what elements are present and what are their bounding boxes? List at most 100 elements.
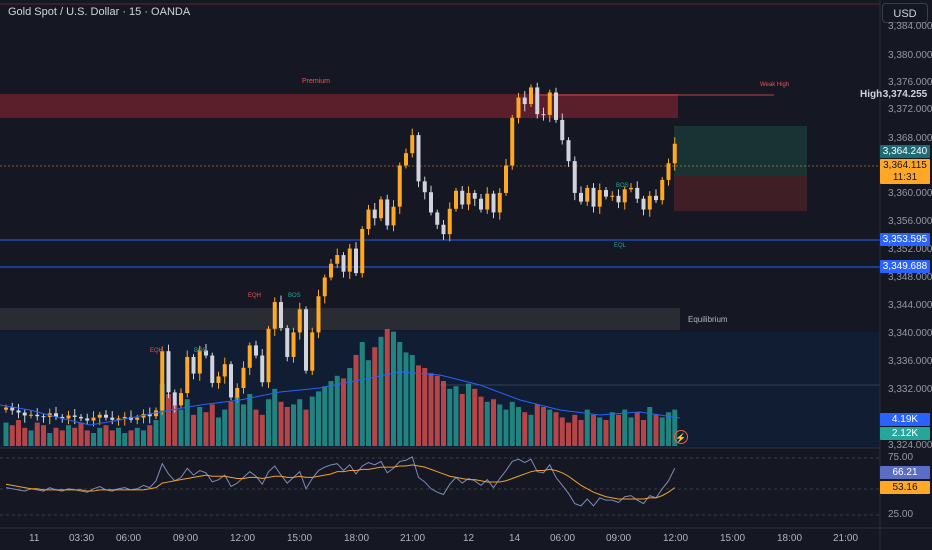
volume-bar (441, 381, 446, 446)
candle-body (297, 309, 302, 333)
candle-body (247, 345, 252, 368)
volume-bar (228, 401, 234, 446)
volume-bar (553, 412, 559, 446)
candle-body (322, 277, 327, 297)
candle-body (647, 195, 652, 210)
candle-body (504, 165, 508, 193)
volume-bar (247, 394, 253, 446)
volume-bar (372, 347, 378, 446)
volume-bar (584, 409, 590, 446)
time-label: 06:00 (550, 533, 576, 544)
candle-body (229, 364, 233, 398)
volume-bar (53, 427, 59, 446)
candle-body (460, 190, 465, 205)
rsi-tick-top: 75.00 (888, 452, 914, 463)
volume-bar (309, 396, 315, 446)
high-label: High (860, 89, 883, 100)
candle-body (422, 181, 427, 193)
volume-bar (41, 425, 46, 446)
target-price-tag: 3,364.240 (880, 145, 930, 158)
volume-bar (259, 414, 265, 446)
candle-body (622, 189, 627, 203)
candle-body (54, 413, 58, 417)
price-tick: 3,376.000 (888, 77, 932, 88)
volume-bar (103, 425, 109, 446)
time-label: 06:00 (116, 533, 142, 544)
candle-body (197, 350, 202, 374)
volume-bar (297, 399, 303, 446)
alert-bolt-icon[interactable]: ⚡ (674, 430, 688, 444)
bos-label-3: BOS (616, 183, 629, 189)
rsi-value-tag: 66.21 (880, 466, 930, 479)
volume-bar (191, 414, 196, 446)
weak-high-label: Weak High (760, 82, 790, 88)
candle-body (104, 414, 108, 418)
candle-body (441, 224, 446, 235)
time-label: 18:00 (344, 533, 370, 544)
volume-bar (647, 407, 653, 446)
rsi-ma-line (5, 464, 676, 500)
candle-body (341, 255, 346, 272)
volume-bar (316, 391, 321, 446)
volume-bars (3, 329, 678, 446)
candle-body (466, 192, 471, 205)
candle-body (572, 161, 577, 193)
volume-bar (147, 425, 153, 446)
high-price-tag: 3,374.255 (882, 89, 928, 100)
candle-body (147, 414, 152, 417)
candle-body (660, 179, 665, 201)
bar-countdown: 11:31 (880, 171, 930, 184)
bos-label-1: BOS (288, 293, 301, 299)
volume-bar (497, 404, 503, 446)
volume-bar (272, 388, 278, 446)
price-tick: 3,372.000 (888, 104, 932, 115)
candle-body (291, 332, 296, 357)
volume-bar (72, 427, 78, 446)
volume-bar (203, 412, 209, 446)
chart-background (0, 0, 880, 550)
volume-bar (659, 417, 665, 446)
level2-price-tag: 3,349.688 (880, 260, 930, 273)
symbol-title[interactable]: Gold Spot / U.S. Dollar · 15 · OANDA (8, 6, 191, 18)
volume-bar (172, 404, 178, 446)
candle-body (166, 351, 171, 393)
candle-body (429, 192, 433, 213)
volume-bar (166, 394, 171, 446)
candle-body (535, 87, 540, 115)
volume-value-tag: 4.19K (880, 413, 930, 426)
volume-bar (184, 399, 190, 446)
candle-body (447, 208, 452, 235)
volume-bar (66, 425, 71, 446)
volume-bar (303, 409, 309, 446)
volume-bar (328, 381, 334, 446)
candle-body (347, 248, 352, 272)
current-price-tag: 3,364.115 (880, 159, 930, 172)
candle-body (379, 199, 383, 219)
candle-body (29, 414, 33, 416)
volume-bar (134, 427, 140, 446)
candle-body (135, 417, 140, 420)
volume-bar (216, 417, 221, 446)
candle-body (672, 143, 677, 164)
currency-button[interactable]: USD (882, 3, 928, 23)
volume-bar (484, 401, 490, 446)
candle-body (410, 135, 415, 154)
candle-body (160, 351, 165, 411)
time-label: 15:00 (287, 533, 313, 544)
volume-bar (634, 412, 640, 446)
candle-body (454, 190, 458, 209)
candle-body (260, 355, 265, 383)
volume-bar (141, 430, 146, 446)
volume-bar (541, 407, 546, 446)
candle-body (585, 187, 590, 202)
candle-body (172, 392, 177, 406)
time-label: 09:00 (606, 533, 632, 544)
volume-bar (22, 427, 28, 446)
volume-bar (16, 420, 21, 446)
candle-body (616, 195, 621, 203)
price-tick: 3,336.000 (888, 356, 932, 367)
candle-body (335, 255, 340, 264)
volume-bar (3, 422, 9, 446)
bos-label-2: BOS (194, 348, 207, 354)
